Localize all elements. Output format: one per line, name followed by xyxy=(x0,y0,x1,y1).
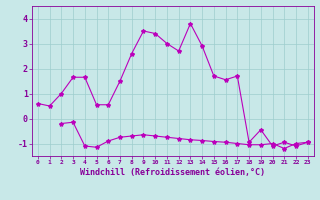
X-axis label: Windchill (Refroidissement éolien,°C): Windchill (Refroidissement éolien,°C) xyxy=(80,168,265,177)
